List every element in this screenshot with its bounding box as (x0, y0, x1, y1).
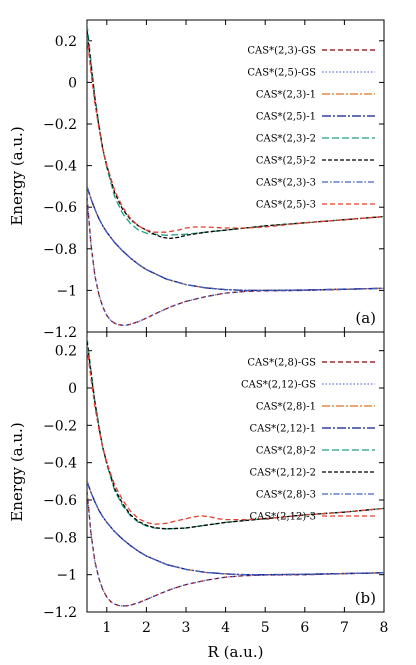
legend-entry-label: CAS*(2,8)-GS (247, 358, 316, 369)
series-line (87, 341, 384, 530)
x-axis-label: R (a.u.) (208, 643, 264, 661)
series-line (87, 186, 384, 292)
panel-b: 0.2 0 −0.2 −0.4 −0.6 −0.8 −1 −1.2 1 2 3 4 5 6 7 8 Energy… (8, 331, 389, 661)
legend: CAS*(2,8)-GS CAS*(2,12)-GS CAS*(2,8)-1 CAS*… (241, 358, 375, 523)
y-tick-label: −1.2 (43, 605, 77, 621)
legend-entry-label: CAS*(2,12)-3 (249, 512, 316, 523)
panel-label: (a) (355, 309, 376, 327)
x-tick-label: 1 (102, 620, 111, 636)
y-tick-label: −1 (56, 283, 77, 299)
plot-frame (86, 331, 385, 613)
legend-entry-label: CAS*(2,3)-2 (256, 134, 316, 145)
y-tick-label: −0.4 (43, 456, 77, 472)
legend-entry-label: CAS*(2,12)-1 (249, 424, 316, 435)
x-tick-label: 8 (380, 620, 389, 636)
x-tick-label: 2 (142, 620, 151, 636)
series-line (87, 24, 384, 236)
y-tick-label: −0.8 (43, 530, 77, 546)
y-tick-label: 0.2 (55, 344, 77, 360)
series-line (87, 196, 384, 326)
x-tick-label: 7 (340, 620, 349, 636)
series-line (87, 481, 384, 576)
y-tick-label: 0 (68, 75, 77, 91)
legend-entry-label: CAS*(2,12)-2 (249, 468, 316, 479)
series-line (87, 196, 384, 326)
series-line (87, 186, 384, 292)
series-line (87, 346, 384, 525)
legend-entry-label: CAS*(2,8)-1 (256, 402, 316, 413)
x-tick-label: 5 (261, 620, 270, 636)
series-line (87, 481, 384, 576)
legend-entry-label: CAS*(2,3)-GS (247, 46, 316, 57)
y-tick-label: −1.2 (43, 325, 77, 341)
series-lines (87, 24, 384, 326)
series-line (87, 490, 384, 607)
legend-entry-label: CAS*(2,5)-1 (256, 112, 316, 123)
series-line (87, 481, 384, 576)
series-line (87, 337, 384, 530)
y-tick-label: 0 (68, 381, 77, 397)
y-tick-label: 0.2 (55, 34, 77, 50)
y-tick-label: −0.6 (43, 493, 77, 509)
y-tick-label: −0.2 (43, 418, 77, 434)
legend-entry-label: CAS*(2,5)-2 (256, 156, 316, 167)
y-tick-label: −0.8 (43, 242, 77, 258)
panel-label: (b) (355, 589, 376, 607)
y-tick-label: −1 (56, 568, 77, 584)
series-line (87, 186, 384, 292)
y-tick-label: −0.2 (43, 117, 77, 133)
legend-entry-label: CAS*(2,5)-GS (247, 68, 316, 79)
x-tick-label: 3 (182, 620, 191, 636)
series-lines (87, 337, 384, 607)
legend: CAS*(2,3)-GS CAS*(2,5)-GS CAS*(2,3)-1 CAS*(… (247, 46, 375, 211)
y-axis-label: Energy (a.u.) (8, 422, 26, 521)
legend-entry-label: CAS*(2,12)-GS (241, 380, 316, 391)
y-tick-label: −0.4 (43, 159, 77, 175)
y-tick-label: −0.6 (43, 200, 77, 216)
panel-a: 0.2 0 −0.2 −0.4 −0.6 −0.8 −1 −1.2 Energy (a.u.) C… (8, 19, 385, 341)
series-line (87, 30, 384, 240)
x-tick-label: 6 (300, 620, 309, 636)
plot-frame (86, 19, 385, 333)
series-line (87, 490, 384, 607)
legend-entry-label: CAS*(2,3)-3 (256, 178, 316, 189)
legend-entry-label: CAS*(2,5)-3 (256, 200, 316, 211)
series-line (87, 36, 384, 233)
legend-entry-label: CAS*(2,3)-1 (256, 90, 316, 101)
y-axis-label: Energy (a.u.) (8, 126, 26, 225)
legend-entry-label: CAS*(2,8)-3 (256, 490, 316, 501)
legend-entry-label: CAS*(2,8)-2 (256, 446, 316, 457)
x-tick-label: 4 (221, 620, 230, 636)
